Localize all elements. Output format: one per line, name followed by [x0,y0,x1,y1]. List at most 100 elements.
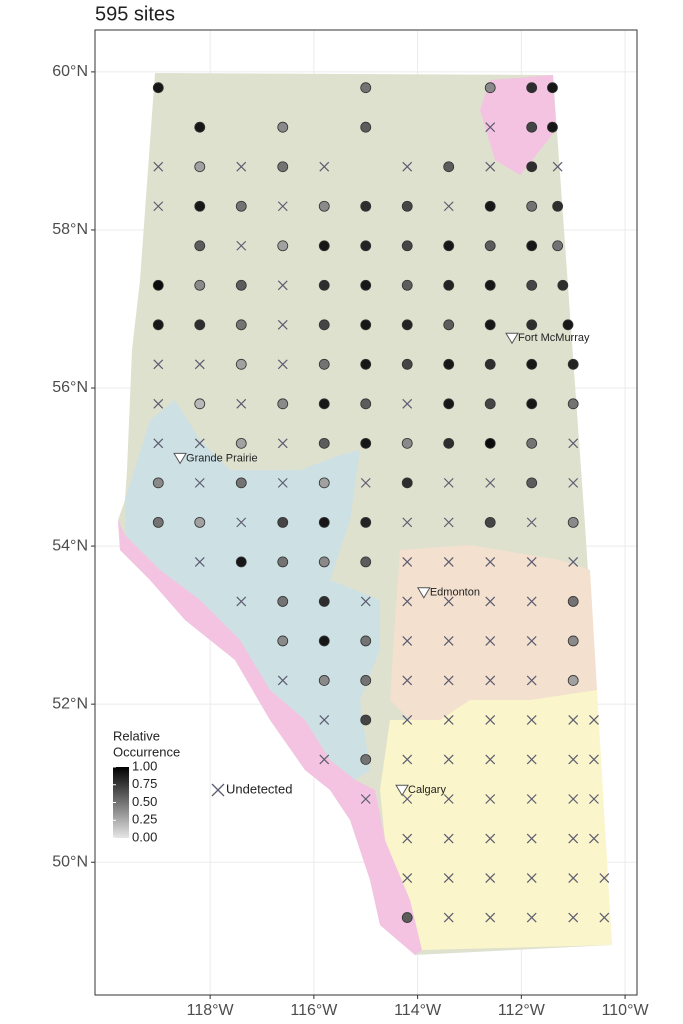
undetected-site [319,161,330,172]
undetected-site [402,556,413,567]
detected-site [277,516,289,528]
detected-site [484,398,496,410]
detected-site [152,319,164,331]
detected-site [526,477,538,489]
undetected-site [485,161,496,172]
detected-site [360,635,372,647]
undetected-site [236,517,247,528]
detected-site [318,319,330,331]
region-grassland [380,690,612,950]
cities: Fort McMurray Grande Prairie Edmonton Calga… [173,332,590,797]
undetected-site [485,754,496,765]
detected-site [194,240,206,252]
undetected-site [526,873,537,883]
detected-site [552,240,564,252]
undetected-site [277,675,288,686]
detected-site [318,516,330,528]
detected-site [401,912,413,923]
undetected-site [526,912,537,923]
colorbar-label: 0.00 [132,829,157,844]
undetected-site [568,715,579,725]
undetected-site [526,675,537,686]
detected-site [443,161,455,173]
undetected-site [589,794,599,804]
undetected-site [402,833,413,844]
detected-site [484,200,496,212]
undetected-site [194,556,205,567]
detected-site [235,556,247,568]
undetected-site [277,438,288,449]
detected-site [360,240,372,252]
colorbar-label: 0.75 [132,776,157,791]
undetected-site [443,754,454,765]
detected-site [194,121,206,133]
detected-site [567,398,579,410]
undetected-site [194,359,205,370]
undetected-site [485,833,496,844]
x-tick-label: 112°W [498,1002,546,1019]
undetected-site [402,398,413,409]
detected-site [360,279,372,291]
detected-site [277,121,289,133]
detected-site [526,319,538,331]
undetected-site [443,715,454,725]
detected-site [235,437,247,449]
city-label: Grande Prairie [186,452,258,464]
undetected-site [443,556,454,567]
undetected-site [402,873,413,883]
x-tick-label: 118°W [187,1002,235,1019]
region-mountains-ne [480,75,556,175]
undetected-site [319,754,330,765]
undetected-site [589,715,599,725]
detected-site [235,358,247,370]
detected-site [567,516,579,528]
detected-site [526,121,538,133]
detected-site [277,556,289,568]
sites [152,82,610,923]
detected-site [484,319,496,331]
detected-site [360,714,372,726]
region-foothills [125,400,380,780]
detected-site [526,398,538,410]
detected-site [194,279,206,291]
detected-site [401,279,413,291]
undetected-site [526,794,537,804]
detected-site [235,279,247,291]
undetected-site [402,636,413,646]
detected-site [360,319,372,331]
undetected-site [568,912,579,923]
undetected-site [443,517,454,528]
undetected-site [526,833,537,844]
detected-site [318,635,330,647]
detected-site [277,240,289,252]
undetected-site [360,596,371,607]
undetected-site [526,715,537,725]
detected-site [277,596,289,607]
undetected-site [443,636,454,646]
legend-title: Occurrence [113,744,180,759]
undetected-site [568,833,579,844]
detected-site [567,358,579,370]
detected-site [401,437,413,449]
detected-site [547,82,558,94]
colorbar-label: 0.25 [132,812,157,827]
detected-site [318,437,330,449]
detected-site [526,161,538,173]
plot-frame [94,29,638,996]
city-marker [395,784,409,797]
detected-site [152,82,164,94]
detected-site [562,319,574,331]
undetected-site [568,438,579,449]
y-tick-label: 52°N [52,695,88,712]
undetected-site [360,794,371,804]
undetected-site [443,675,454,686]
undetected-site [277,201,288,212]
detected-site [401,319,413,331]
undetected-site [236,240,247,251]
legend-title: Relative [113,728,160,743]
detected-site [152,477,164,489]
detected-site [526,437,538,449]
detected-site [547,121,558,133]
detected-site [443,240,455,252]
